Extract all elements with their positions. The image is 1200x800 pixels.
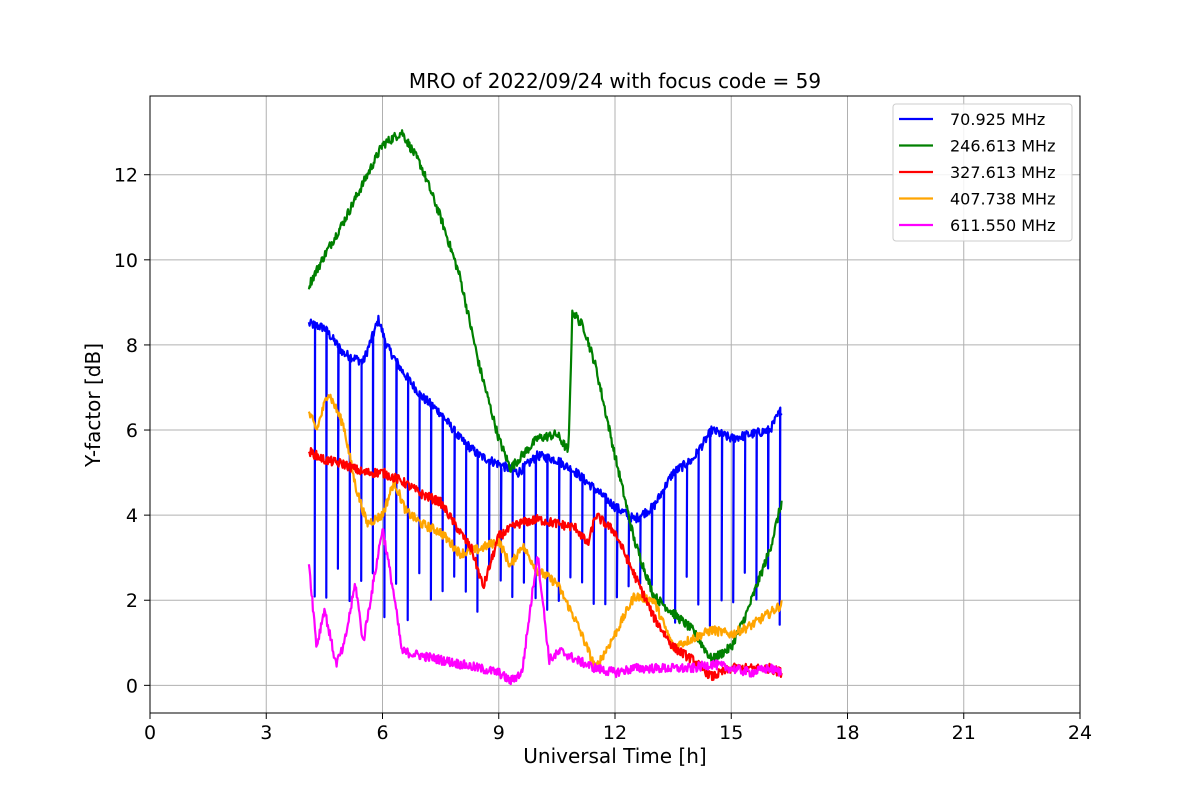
legend-label: 611.550 MHz: [950, 216, 1055, 235]
legend-box: [892, 103, 1073, 242]
x-tick-label: 15: [719, 722, 743, 744]
plot-frame: [149, 95, 1081, 714]
legend: 70.925 MHz 246.613 MHz 327.613 MHz 407.738 …: [892, 103, 1073, 242]
x-tick-label: 6: [376, 722, 388, 744]
y-tick-label: 2: [126, 590, 138, 612]
y-axis-label: Y-factor [dB]: [81, 343, 105, 468]
x-tick-label: 12: [603, 722, 627, 744]
series-line: [307, 314, 783, 628]
x-tick-label: 3: [260, 722, 272, 744]
x-tick-label: 9: [493, 722, 505, 744]
legend-label: 327.613 MHz: [950, 163, 1055, 182]
legend-label: 70.925 MHz: [950, 110, 1045, 129]
y-tick-label: 10: [114, 250, 138, 272]
series-line: [307, 528, 782, 686]
y-tick-label: 4: [126, 505, 138, 527]
y-tick-label: 12: [114, 165, 138, 187]
x-tick-label: 0: [144, 722, 156, 744]
series-line: [307, 393, 783, 669]
series-line: [307, 129, 783, 664]
series-line: [307, 447, 783, 682]
y-tick-label: 0: [126, 675, 138, 697]
x-tick-label: 24: [1068, 722, 1092, 744]
legend-label: 246.613 MHz: [950, 137, 1055, 156]
series-lines: [307, 129, 783, 686]
y-tick-label: 8: [126, 335, 138, 357]
x-axis-label: Universal Time [h]: [523, 744, 706, 768]
x-tick-label: 21: [952, 722, 976, 744]
legend-label: 407.738 MHz: [950, 190, 1055, 209]
x-tick-label: 18: [835, 722, 859, 744]
y-tick-label: 6: [126, 420, 138, 442]
chart-title: MRO of 2022/09/24 with focus code = 59: [409, 69, 821, 93]
